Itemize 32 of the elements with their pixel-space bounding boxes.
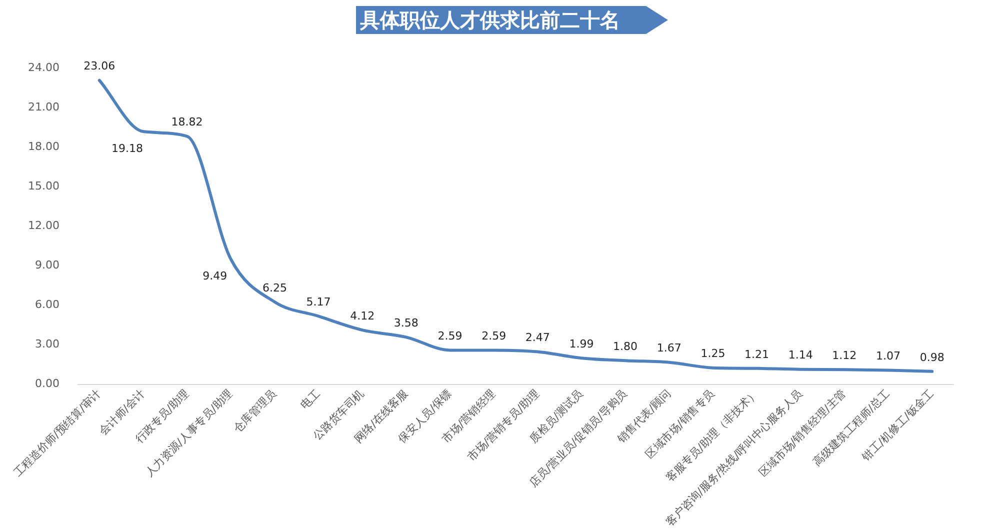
data-label: 1.12 [832, 348, 857, 362]
data-label: 1.21 [744, 348, 770, 361]
y-tick-label: 12.00 [28, 219, 60, 232]
x-tick-label: 仓库管理员 [230, 386, 279, 436]
data-label: 0.98 [920, 350, 944, 364]
data-label: 1.67 [656, 342, 682, 355]
y-tick-label: 24.00 [28, 60, 60, 74]
y-tick-label: 18.00 [28, 140, 60, 153]
data-label: 1.14 [788, 348, 813, 362]
data-label: 5.17 [306, 296, 331, 309]
data-label: 19.18 [111, 142, 143, 155]
y-tick-label: 9.00 [34, 258, 60, 272]
y-tick-label: 21.00 [28, 100, 60, 114]
data-label: 4.12 [350, 309, 375, 322]
data-label: 3.58 [394, 316, 418, 330]
data-label: 9.49 [202, 270, 228, 283]
data-label: 2.47 [525, 331, 550, 344]
y-tick-label: 6.00 [34, 298, 60, 312]
chart-title: 具体职位人才供求比前二十名 [356, 6, 668, 34]
y-tick-label: 0.00 [34, 377, 60, 390]
data-label: 2.59 [438, 330, 462, 343]
data-label: 18.82 [171, 116, 203, 129]
y-tick-label: 3.00 [34, 338, 60, 351]
x-tick-label: 电工 [298, 386, 323, 412]
data-label: 1.07 [876, 350, 901, 363]
data-label: 1.25 [700, 347, 726, 360]
data-label: 6.25 [262, 281, 287, 294]
data-label: 1.80 [613, 340, 638, 353]
data-label: 1.99 [569, 337, 594, 350]
data-label: 2.59 [482, 330, 506, 343]
y-tick-label: 15.00 [28, 179, 60, 192]
data-label: 23.06 [84, 60, 116, 73]
